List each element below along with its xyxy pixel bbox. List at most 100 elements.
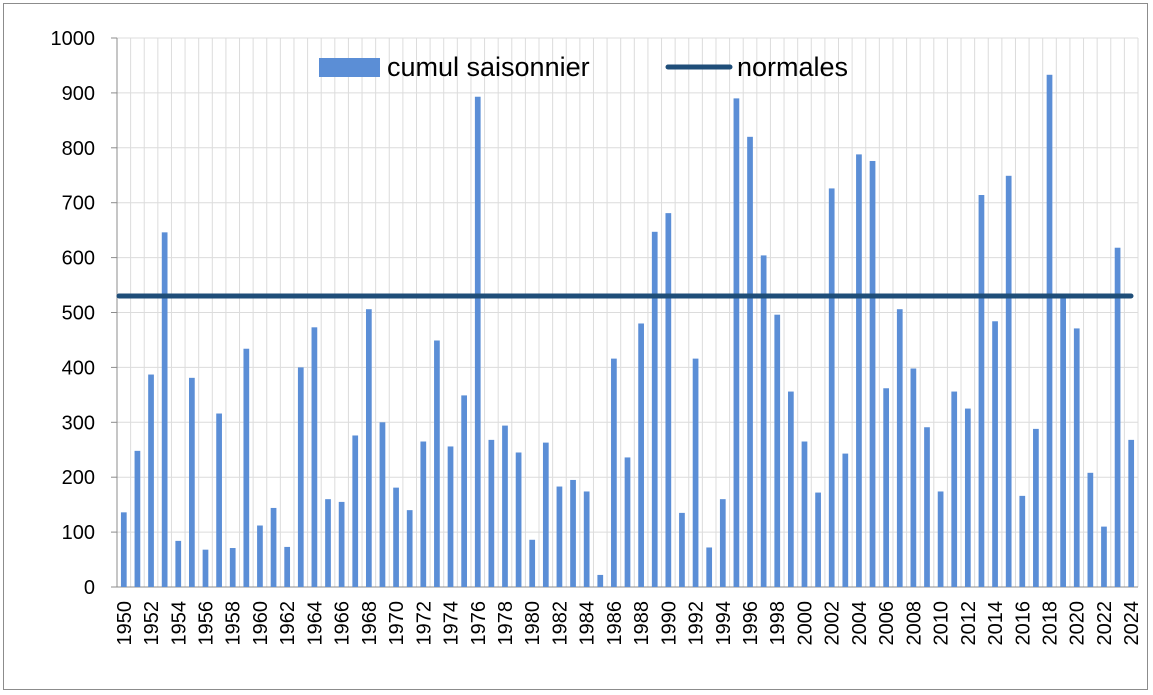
bar-1962 xyxy=(284,546,291,587)
bar-1986 xyxy=(611,358,617,587)
bar-1961 xyxy=(270,507,277,587)
bar-1956 xyxy=(202,549,209,587)
x-tick-label: 1952 xyxy=(141,601,163,646)
x-tick-label: 2014 xyxy=(985,601,1007,646)
bar-2019 xyxy=(1060,294,1066,587)
x-tick-label: 2008 xyxy=(903,601,925,646)
x-tick-label: 2024 xyxy=(1121,601,1143,646)
bar-1980 xyxy=(529,539,536,587)
bar-1981 xyxy=(542,442,549,587)
bar-2008 xyxy=(910,368,917,587)
x-tick-label: 2022 xyxy=(1094,601,1116,646)
bar-1960 xyxy=(257,525,263,587)
bar-1976 xyxy=(474,96,481,588)
bar-1991 xyxy=(679,512,685,587)
x-tick-label: 1984 xyxy=(577,601,599,646)
bar-1997 xyxy=(760,255,767,588)
x-tick-label: 1992 xyxy=(686,601,708,646)
bar-1990 xyxy=(665,213,672,588)
x-tick-label: 2004 xyxy=(849,601,871,646)
x-tick-label: 2000 xyxy=(794,601,816,646)
x-tick-label: 2016 xyxy=(1012,601,1034,646)
bar-1974 xyxy=(447,446,454,587)
x-tick-label: 1974 xyxy=(441,601,463,646)
bar-2023 xyxy=(1114,247,1121,587)
legend-label-normales: normales xyxy=(737,52,848,82)
x-tick-label: 1996 xyxy=(740,601,762,646)
x-tick-label: 1986 xyxy=(604,601,626,646)
y-tick-label: 700 xyxy=(62,193,95,215)
x-tick-label: 1950 xyxy=(114,601,136,646)
bar-1958 xyxy=(229,548,236,587)
y-tick-label: 0 xyxy=(84,577,95,599)
bar-2015 xyxy=(1005,175,1012,587)
y-tick-label: 100 xyxy=(62,522,95,544)
x-tick-label: 2020 xyxy=(1067,601,1089,646)
bar-1963 xyxy=(297,367,304,587)
bar-1978 xyxy=(502,425,508,587)
x-tick-label: 1982 xyxy=(549,601,571,646)
bar-1971 xyxy=(406,510,413,587)
bar-1995 xyxy=(733,98,740,587)
bar-1983 xyxy=(570,479,576,587)
bar-1953 xyxy=(161,232,168,587)
x-tick-label: 1972 xyxy=(413,601,435,646)
x-tick-label: 1968 xyxy=(359,601,381,646)
bar-1964 xyxy=(311,327,318,587)
bar-1965 xyxy=(325,499,331,587)
bar-1970 xyxy=(393,487,399,587)
bar-1968 xyxy=(365,309,372,587)
bar-2017 xyxy=(1033,428,1039,587)
x-tick-label: 1990 xyxy=(658,601,680,646)
bar-2000 xyxy=(801,441,808,587)
y-tick-label: 1000 xyxy=(51,28,96,50)
bar-1955 xyxy=(189,377,195,587)
bar-1982 xyxy=(556,486,563,587)
bar-1994 xyxy=(719,499,726,587)
bar-2016 xyxy=(1019,495,1026,587)
bar-1979 xyxy=(515,452,522,587)
x-tick-label: 1988 xyxy=(631,601,653,646)
x-tick-label: 2006 xyxy=(876,601,898,646)
y-tick-label: 600 xyxy=(62,248,95,270)
x-tick-label: 1958 xyxy=(223,601,245,646)
y-tick-label: 800 xyxy=(62,138,95,160)
bar-2004 xyxy=(856,154,862,587)
bar-2013 xyxy=(978,195,985,587)
bar-2006 xyxy=(883,388,890,587)
x-tick-label: 1966 xyxy=(332,601,354,646)
x-tick-label: 1954 xyxy=(168,601,190,646)
bar-2014 xyxy=(992,321,998,587)
x-tick-label: 2010 xyxy=(931,601,953,646)
bar-1950 xyxy=(120,512,127,587)
y-tick-label: 200 xyxy=(62,467,95,489)
bar-1977 xyxy=(488,439,495,587)
x-tick-label: 1962 xyxy=(277,601,299,646)
bar-2024 xyxy=(1128,439,1135,587)
bar-1993 xyxy=(706,547,713,587)
bar-1951 xyxy=(134,450,141,587)
y-tick-label: 900 xyxy=(62,83,95,105)
bar-2011 xyxy=(951,391,958,587)
x-tick-label: 1960 xyxy=(250,601,272,646)
bar-2009 xyxy=(924,427,930,587)
x-tick-label: 1964 xyxy=(304,601,326,646)
x-tick-label: 1994 xyxy=(713,601,735,646)
bar-1996 xyxy=(747,136,753,587)
legend-swatch-cumul xyxy=(319,58,380,77)
bar-2003 xyxy=(842,453,849,587)
bar-2020 xyxy=(1073,328,1080,587)
bar-2022 xyxy=(1101,526,1107,587)
bar-2002 xyxy=(828,188,835,587)
bar-1952 xyxy=(148,374,154,587)
bar-1954 xyxy=(175,540,182,587)
bar-1957 xyxy=(216,413,222,587)
bar-1975 xyxy=(461,395,467,587)
x-tick-label: 1978 xyxy=(495,601,517,646)
bar-1985 xyxy=(597,574,604,587)
y-tick-label: 300 xyxy=(62,412,95,434)
legend-label-cumul: cumul saisonnier xyxy=(387,52,590,82)
x-tick-label: 2018 xyxy=(1040,601,1062,646)
bar-1992 xyxy=(692,358,699,587)
